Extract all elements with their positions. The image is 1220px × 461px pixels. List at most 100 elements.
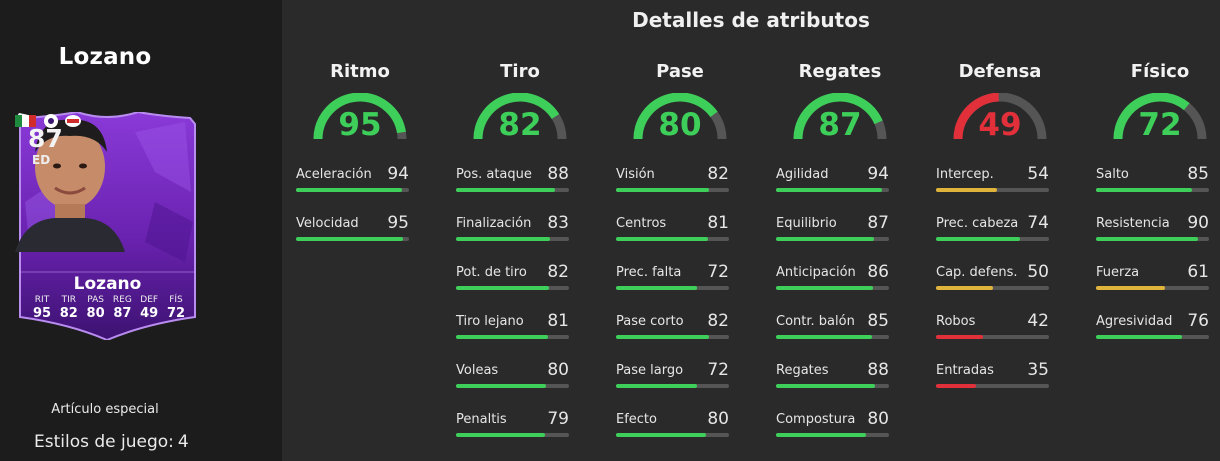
category-label: Pase: [656, 61, 704, 82]
card-stat-label: TIR: [61, 295, 76, 305]
gauge-fill: [1113, 93, 1190, 140]
attribute-bar-fill: [936, 286, 993, 290]
play-styles-text: Estilos de juego:: [34, 432, 174, 452]
attribute-name: Efecto: [616, 412, 657, 427]
attribute-bar-fill: [616, 286, 698, 290]
attribute-bar-fill: [776, 286, 874, 290]
attribute-row: Fuerza 61: [1096, 262, 1209, 305]
attribute-value: 82: [547, 262, 569, 282]
attribute-row: Pase corto 82: [616, 311, 729, 354]
category-label: Ritmo: [330, 61, 390, 82]
attribute-name: Voleas: [456, 363, 499, 378]
attribute-bar-track: [936, 188, 1049, 192]
attribute-bar-track: [776, 286, 889, 290]
card-name: Lozano: [73, 274, 142, 294]
attribute-name: Agilidad: [776, 167, 829, 182]
attribute-row: Entradas 35: [936, 360, 1049, 403]
attribute-name: Contr. balón: [776, 314, 855, 329]
attribute-value: 79: [547, 409, 569, 429]
category-value: 72: [1138, 107, 1182, 143]
attribute-name: Salto: [1096, 167, 1129, 182]
attribute-name: Tiro lejano: [456, 314, 524, 329]
attribute-bar-track: [616, 188, 729, 192]
attribute-bar-track: [296, 237, 409, 241]
attribute-bar-fill: [456, 384, 547, 388]
attribute-row: Finalización 83: [456, 213, 569, 256]
attribute-bar-fill: [776, 433, 867, 437]
club-crest-icon: [65, 115, 81, 127]
attribute-name: Prec. cabeza: [936, 216, 1019, 231]
attribute-row: Robos 42: [936, 311, 1049, 354]
attribute-value: 88: [547, 164, 569, 184]
attribute-column-ritmo: Ritmo 95 Aceleración 94 Velocidad 95: [285, 0, 435, 461]
card-stat-value: 72: [166, 306, 186, 321]
category-gauge: 87: [792, 93, 888, 145]
attribute-name: Centros: [616, 216, 667, 231]
attribute-name: Equilibrio: [776, 216, 837, 231]
attribute-bar-track: [616, 384, 729, 388]
attribute-name: Aceleración: [296, 167, 372, 182]
attribute-bar-track: [776, 188, 889, 192]
attribute-bar-fill: [456, 335, 548, 339]
attribute-row: Anticipación 86: [776, 262, 889, 305]
category-gauge: 72: [1112, 93, 1208, 145]
attribute-value: 86: [867, 262, 889, 282]
attribute-bar-fill: [776, 188, 883, 192]
category-label: Regates: [798, 61, 882, 82]
gauge-fill: [473, 93, 560, 140]
attribute-bar-fill: [456, 433, 546, 437]
attribute-column-tiro: Tiro 82 Pos. ataque 88 Finalización 83 Pot. de…: [445, 0, 595, 461]
attribute-row: Aceleración 94: [296, 164, 409, 207]
attribute-bar-fill: [936, 384, 976, 388]
attribute-bar-track: [456, 433, 569, 437]
card-stat: REG 87: [109, 295, 135, 321]
attribute-column-defensa: Defensa 49 Intercep. 54 Prec. cabeza 74 Cap. d…: [925, 0, 1075, 461]
attribute-bar-fill: [616, 384, 698, 388]
attribute-bar-track: [456, 286, 569, 290]
attribute-bar-fill: [456, 188, 556, 192]
card-stat-label: RIT: [34, 295, 50, 305]
attribute-bar-track: [936, 384, 1049, 388]
attribute-value: 81: [707, 213, 729, 233]
attribute-name: Fuerza: [1096, 265, 1140, 280]
card-stat: FÍS 72: [163, 295, 189, 321]
play-styles-count: 4: [177, 432, 189, 452]
attribute-value: 82: [707, 311, 729, 331]
gauge-fill: [793, 93, 883, 140]
category-label: Defensa: [958, 61, 1042, 82]
card-stat-label: PAS: [87, 295, 104, 305]
attribute-bar-fill: [936, 237, 1020, 241]
attribute-bar-fill: [1096, 237, 1198, 241]
attribute-name: Anticipación: [776, 265, 856, 280]
play-styles-label: Estilos de juego: 4: [34, 432, 189, 452]
attribute-row: Agilidad 94: [776, 164, 889, 207]
special-item-label: Artículo especial: [51, 402, 159, 417]
attribute-bar-track: [616, 335, 729, 339]
attribute-bar-fill: [936, 188, 998, 192]
card-stat-label: DEF: [140, 295, 159, 305]
attribute-row: Pase largo 72: [616, 360, 729, 403]
attribute-value: 74: [1027, 213, 1049, 233]
attribute-row: Compostura 80: [776, 409, 889, 452]
attribute-name: Velocidad: [296, 216, 359, 231]
attribute-name: Pase corto: [616, 314, 684, 329]
attribute-value: 42: [1027, 311, 1049, 331]
card-position: ED: [32, 153, 51, 167]
player-card[interactable]: 87 ED Lozano RIT 95 TIR 82 PAS 80 REG 87 DEF 49 FÍ…: [15, 112, 200, 340]
attribute-row: Pot. de tiro 82: [456, 262, 569, 305]
category-label: Físico: [1130, 61, 1190, 82]
attribute-bar-track: [776, 335, 889, 339]
card-stat-value: 49: [140, 306, 159, 321]
attribute-name: Visión: [616, 167, 655, 182]
attribute-bar-track: [296, 188, 409, 192]
card-stat: TIR 82: [56, 295, 82, 321]
attribute-bar-fill: [936, 335, 984, 339]
card-stat-value: 82: [59, 306, 78, 321]
attribute-value: 95: [387, 213, 409, 233]
attribute-row: Prec. cabeza 74: [936, 213, 1049, 256]
attribute-name: Prec. falta: [616, 265, 682, 280]
attribute-bar-fill: [456, 286, 549, 290]
attribute-row: Regates 88: [776, 360, 889, 403]
attribute-bar-fill: [1096, 188, 1193, 192]
attribute-row: Resistencia 90: [1096, 213, 1209, 256]
